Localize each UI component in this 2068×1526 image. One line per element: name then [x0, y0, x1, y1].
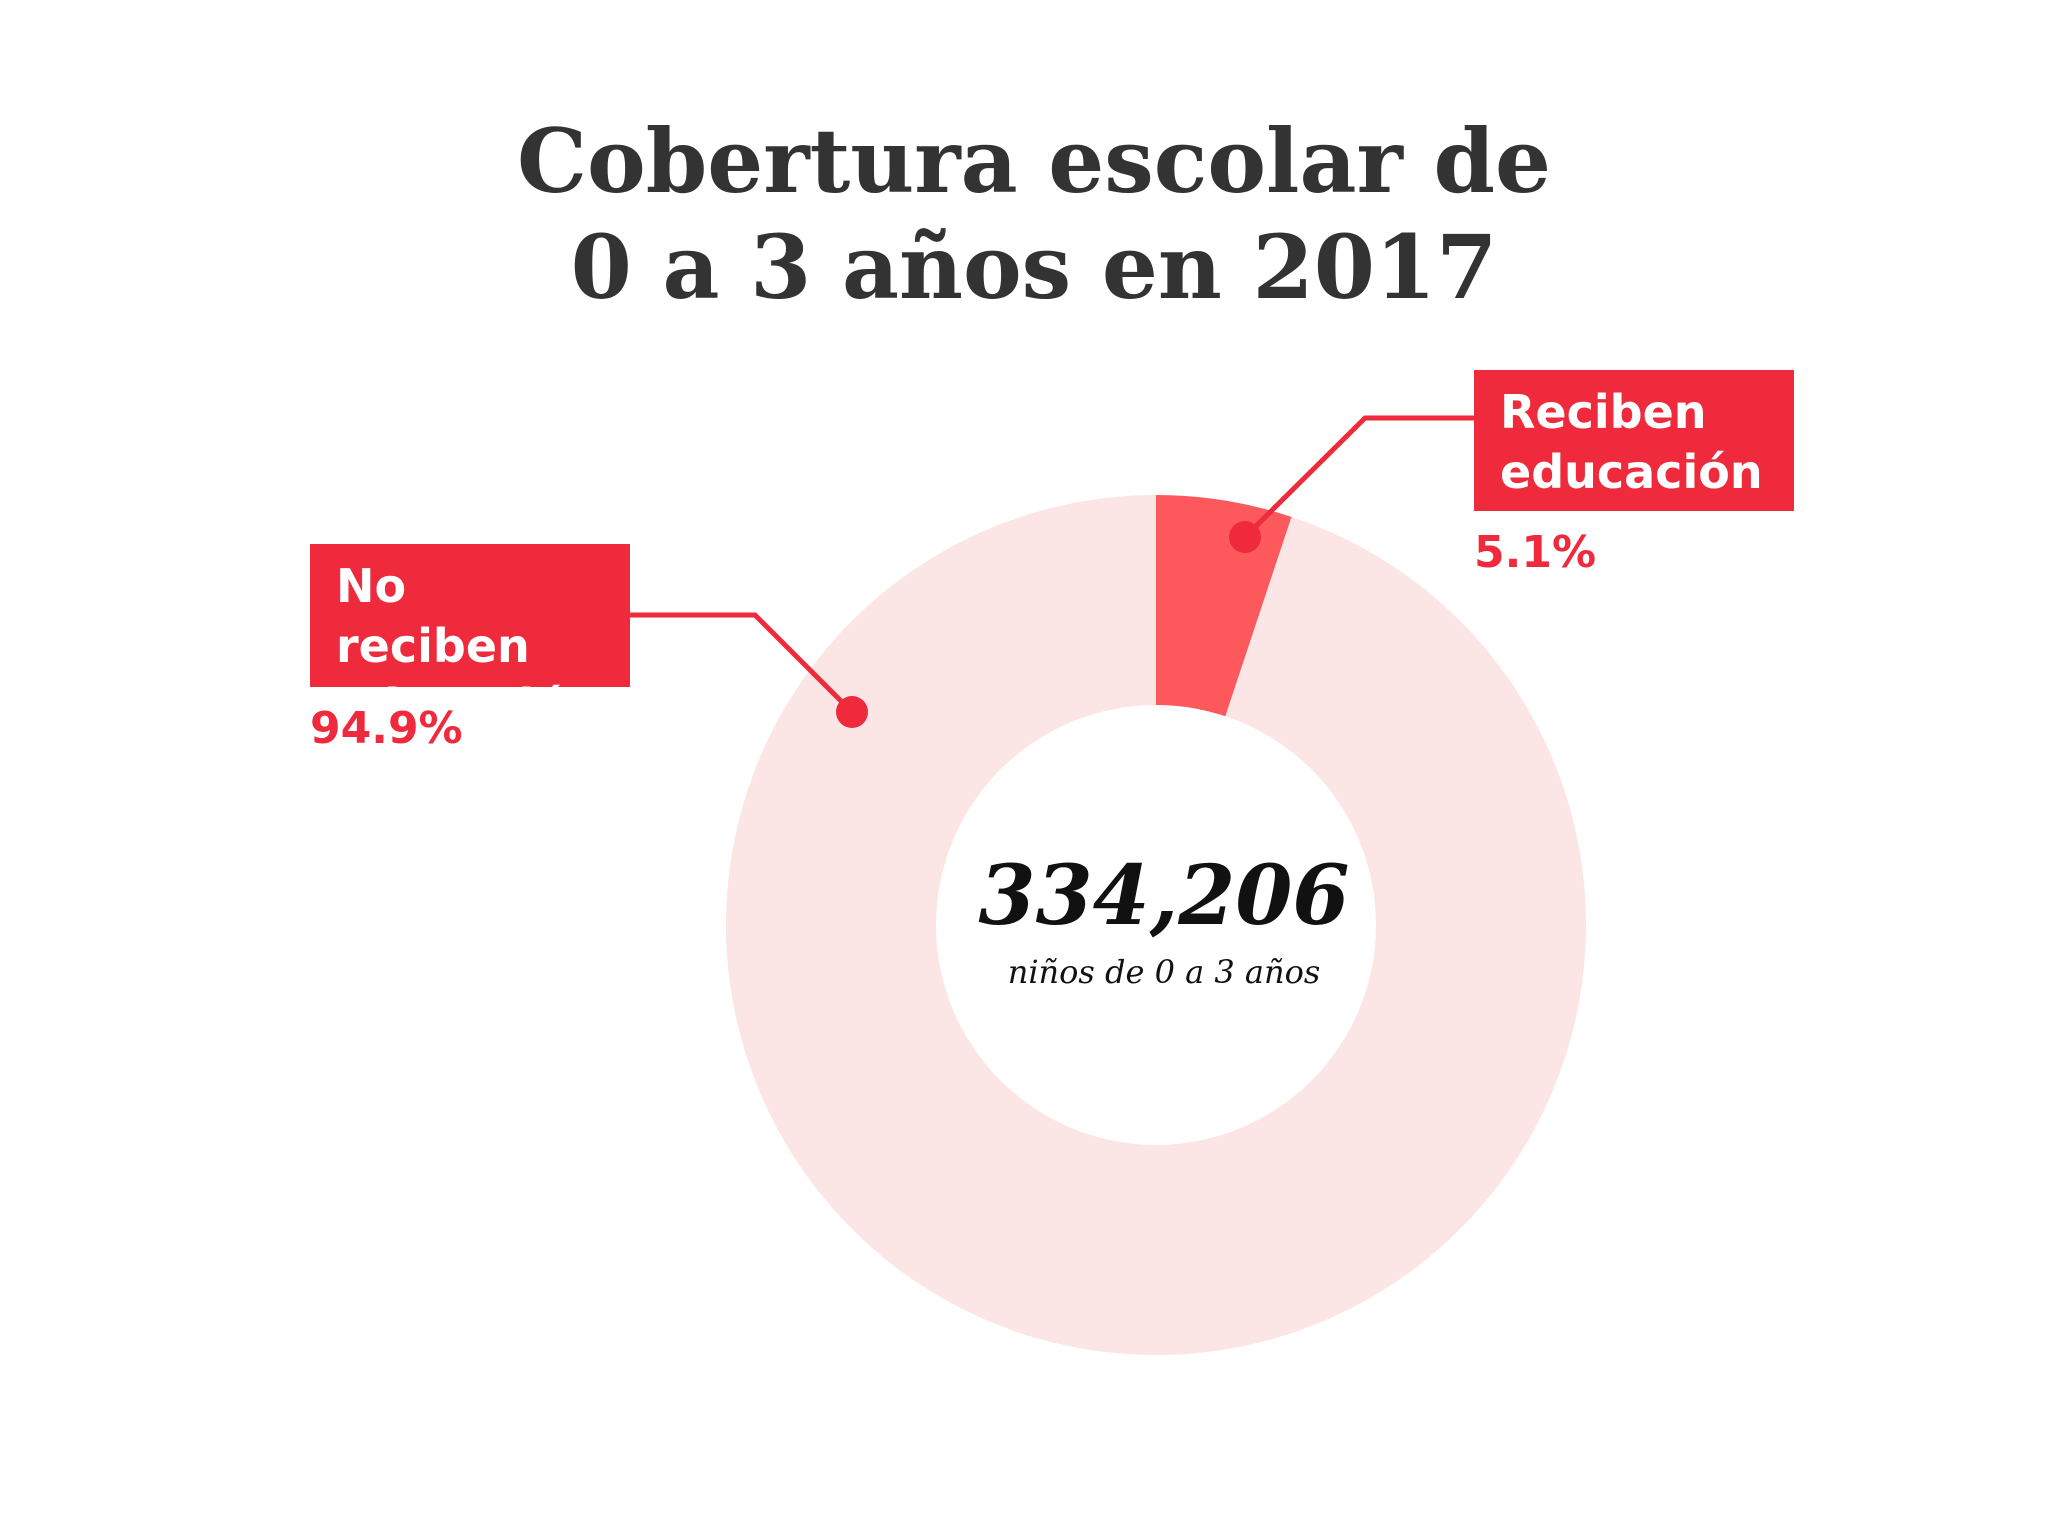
center-total-caption: niños de 0 a 3 años: [1007, 953, 1321, 991]
label-received-line-1: Reciben: [1500, 385, 1707, 439]
label-not-received-line-2: educación: [336, 679, 599, 733]
leader-dot-not-received: [836, 696, 868, 728]
percent-received: 5.1%: [1474, 527, 1597, 578]
label-received: Reciben educación: [1474, 370, 1794, 511]
leader-line-not-received: [630, 612, 854, 714]
leader-dot-received: [1229, 521, 1261, 553]
chart-title: Cobertura escolar de 0 a 3 años en 2017: [0, 108, 2068, 320]
donut-hole: [936, 705, 1376, 1145]
chart-title-line-2: 0 a 3 años en 2017: [570, 215, 1498, 319]
chart-title-line-1: Cobertura escolar de: [516, 109, 1552, 213]
label-received-line-2: educación: [1500, 445, 1763, 499]
percent-not-received: 94.9%: [310, 703, 463, 754]
label-not-received-line-1: No reciben: [336, 559, 530, 673]
leader-line-received: [1243, 415, 1474, 539]
center-total-value: 334,206: [978, 848, 1350, 944]
label-not-received: No reciben educación: [310, 544, 630, 733]
